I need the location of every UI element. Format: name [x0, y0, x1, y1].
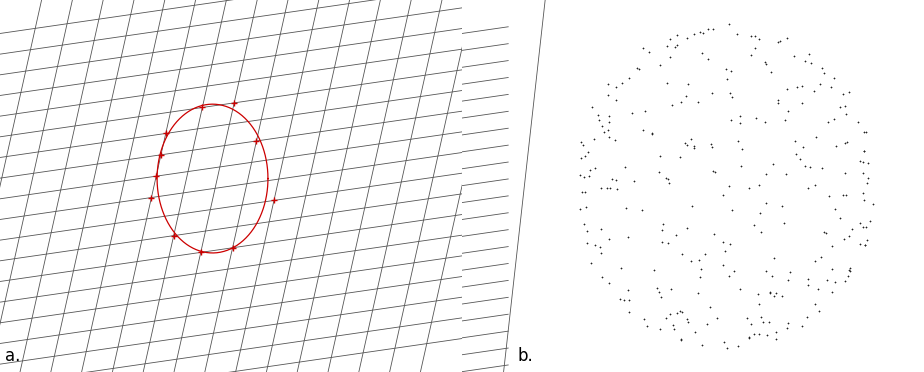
Text: b.: b. [517, 347, 533, 365]
Text: a.: a. [5, 347, 20, 365]
